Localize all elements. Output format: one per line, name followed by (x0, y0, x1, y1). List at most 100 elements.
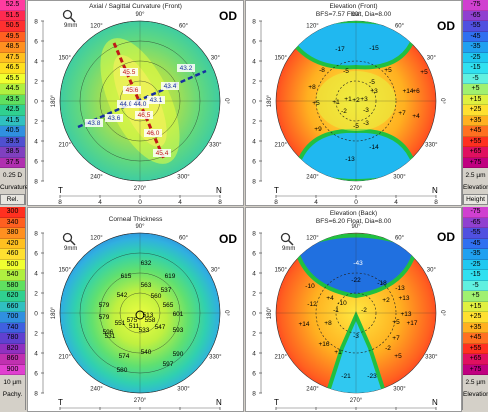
thickness-value: 575 (127, 317, 138, 324)
elevation-back-panel[interactable]: Elevation (Back) BFS=6.20 Float, Dia=8.0… (245, 207, 462, 412)
elevation-value: +3 (360, 96, 368, 103)
x-tick-label: 0 (138, 199, 142, 205)
degree-label: 330° (209, 143, 222, 149)
scale-step: 40.5 (0, 126, 25, 137)
scale-type-label: Elevation (463, 391, 488, 398)
scale-mode-button[interactable]: Rel. (0, 194, 25, 205)
elevation-value: +8 (308, 84, 316, 91)
axial-curvature-panel[interactable]: Axial / Sagittal Curvature (Front) OD 9m… (27, 0, 244, 206)
scale-step: +45 (463, 333, 488, 344)
elevation-value: -3 (363, 120, 369, 127)
scale-step: 42.5 (0, 105, 25, 116)
panel-subtitle: BFS=6.20 Float, Dia=8.00 (315, 218, 392, 225)
thickness-value: 601 (173, 311, 184, 318)
scale-step: 44.5 (0, 84, 25, 95)
y-tick-label: 2 (34, 79, 38, 86)
elevation-value: -2 (385, 345, 391, 352)
scale-step: 860 (0, 354, 25, 365)
y-tick-label: 4 (34, 139, 38, 146)
degree-label: 90° (135, 12, 145, 18)
scale-step: 300 (0, 207, 25, 218)
degree-label: 150° (274, 268, 287, 274)
temporal-label: T (58, 186, 63, 195)
thickness-value: 551 (115, 320, 126, 327)
scale-step: 45.5 (0, 73, 25, 84)
scale-step: +5 (463, 291, 488, 302)
elevation-value: -2 (361, 307, 367, 314)
scale-step: 48.5 (0, 42, 25, 53)
magnifier-icon[interactable] (62, 9, 76, 27)
curvature-value: 45.4 (156, 150, 169, 157)
thickness-value: 511 (129, 323, 140, 330)
y-tick-label: 4 (252, 351, 256, 358)
thickness-value: 560 (151, 293, 162, 300)
elevation-value: -1 (333, 307, 339, 314)
scale-step: 660 (0, 301, 25, 312)
degree-label: 120° (306, 236, 319, 242)
value-backdrop (153, 149, 171, 157)
y-tick-label: 8 (34, 391, 38, 398)
thickness-value: 632 (141, 260, 152, 267)
y-tick-label: 4 (34, 271, 38, 278)
y-tick-label: 8 (34, 19, 38, 26)
scale-step: 52.5 (0, 0, 25, 11)
panel-subtitle: BFS=7.57 Float, Dia=8.00 (315, 11, 392, 18)
y-tick-label: 0 (34, 99, 38, 106)
degree-label: 0° (439, 98, 445, 104)
elevation-value: +5 (392, 319, 400, 326)
scale-step: 37.5 (0, 157, 25, 168)
magnifier-icon[interactable] (280, 232, 294, 250)
elevation-value: +13 (398, 295, 409, 302)
scale-mode-button[interactable]: Height (463, 194, 488, 205)
elevation-value: -15 (369, 45, 379, 52)
elevation-value: +17 (406, 320, 417, 327)
scale-step-label: 2.5 µm (465, 172, 486, 179)
magnifier-icon[interactable] (62, 232, 76, 250)
scale-step: 39.5 (0, 136, 25, 147)
elevation-value: -22 (351, 277, 361, 284)
elevation-value: +7 (392, 335, 400, 342)
steep-meridian (112, 42, 166, 160)
y-tick-label: 2 (252, 119, 256, 126)
elevation-value: -10 (305, 283, 315, 290)
scale-step: 780 (0, 333, 25, 344)
y-tick-label: 2 (252, 331, 256, 338)
y-tick-label: 4 (34, 59, 38, 66)
curvature-color-scale: 52.5 51.5 50.5 49.5 48.5 47.5 46.5 45.5 44.5 43.5… (0, 0, 29, 205)
degree-label: 90° (351, 12, 361, 18)
corneal-thickness-panel[interactable]: Corneal Thickness OD 9mm 632 615 619 563 560… (27, 207, 244, 412)
nasal-label: N (432, 398, 438, 407)
curvature-value: 45.5 (123, 69, 136, 76)
scale-step: +65 (463, 147, 488, 158)
y-tick-label: 8 (34, 179, 38, 186)
curvature-value: 43.1 (150, 97, 163, 104)
y-tick-label: 6 (252, 251, 256, 258)
elevation-value: +3 (370, 88, 378, 95)
curvature-value: 46.0 (147, 130, 160, 137)
elevation-value: -2 (341, 108, 347, 115)
elevation-front-panel[interactable]: Elevation (Front) BFS=7.57 Float, Dia=8.… (245, 0, 462, 206)
eye-label: OD (437, 230, 455, 244)
curvature-value: 43.4 (164, 83, 177, 90)
elevation-value: -8 (319, 67, 325, 74)
y-tick-label: 4 (34, 351, 38, 358)
scale-step: +55 (463, 136, 488, 147)
thickness-value: 542 (117, 292, 128, 299)
elevation-value: +1 (334, 349, 342, 356)
scale-step: -45 (463, 238, 488, 249)
degree-label: 60° (395, 24, 405, 30)
degree-label: 270° (134, 398, 147, 404)
scale-step-label: 2.5 µm (465, 379, 486, 386)
elevation-value: -23 (367, 373, 377, 380)
scale-step: +55 (463, 343, 488, 354)
y-tick-label: 8 (252, 179, 256, 186)
thickness-value: 563 (141, 282, 152, 289)
degree-label: 180° (267, 94, 273, 107)
degree-label: 180° (51, 94, 57, 107)
elevation-value: -5 (353, 123, 359, 130)
degree-label: 210° (58, 355, 71, 361)
y-tick-label: 8 (34, 231, 38, 238)
y-tick-label: 0 (252, 311, 256, 318)
elevation-value: -12 (307, 301, 317, 308)
